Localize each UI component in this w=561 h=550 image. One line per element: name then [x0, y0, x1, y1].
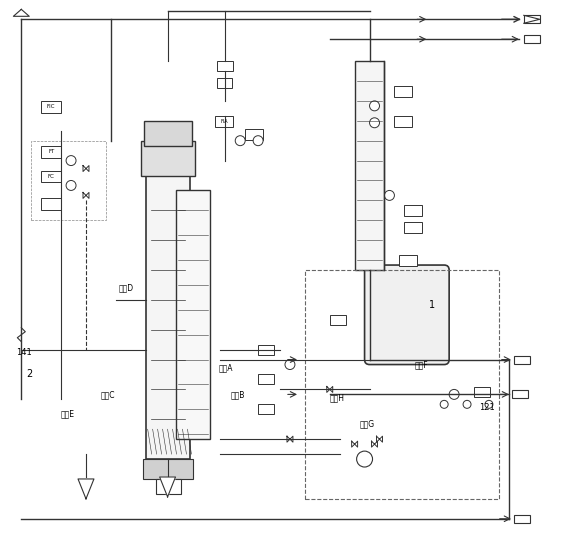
Bar [524, 15, 540, 23]
Bar [217, 61, 233, 71]
Bar [142, 459, 194, 479]
Text: FT: FT [48, 149, 54, 154]
Text: FIC: FIC [47, 104, 56, 109]
Bar [355, 61, 384, 270]
Text: 管道D: 管道D [119, 283, 134, 293]
Text: 管道B: 管道B [230, 390, 245, 399]
Circle shape [463, 400, 471, 408]
Polygon shape [13, 9, 29, 16]
Bar [41, 170, 61, 183]
Bar [215, 116, 233, 126]
Bar [41, 146, 61, 158]
Bar [514, 515, 530, 522]
Circle shape [66, 180, 76, 190]
Bar [176, 190, 210, 439]
Bar [394, 86, 412, 97]
Bar [330, 315, 346, 324]
Text: FC: FC [48, 174, 54, 179]
Polygon shape [78, 479, 94, 499]
Polygon shape [160, 477, 176, 497]
Text: 2: 2 [26, 370, 33, 379]
Text: 141: 141 [16, 348, 32, 357]
Bar [245, 129, 263, 140]
Circle shape [440, 400, 448, 408]
Circle shape [285, 360, 295, 370]
Bar [474, 387, 490, 398]
Text: 管道H: 管道H [330, 393, 345, 402]
Circle shape [370, 101, 379, 111]
Bar [144, 121, 192, 146]
Bar [305, 270, 499, 499]
Text: 管道A: 管道A [218, 363, 233, 372]
Bar [146, 170, 190, 459]
Bar [258, 404, 274, 414]
Text: 管道C: 管道C [101, 390, 116, 399]
Circle shape [357, 451, 373, 467]
Text: 1: 1 [429, 300, 435, 310]
Bar [258, 345, 274, 355]
Circle shape [66, 156, 76, 166]
Bar [155, 479, 181, 494]
Circle shape [384, 190, 394, 200]
Circle shape [370, 118, 379, 128]
Bar [404, 205, 422, 216]
Bar [217, 78, 232, 88]
Bar [404, 222, 422, 233]
Bar [514, 356, 530, 364]
Bar [41, 199, 61, 210]
Bar [512, 390, 528, 398]
Bar [524, 35, 540, 43]
Text: FIA: FIA [220, 119, 228, 124]
Text: 121: 121 [479, 403, 495, 412]
Bar [141, 141, 195, 175]
Bar [258, 375, 274, 384]
Bar [394, 116, 412, 126]
Bar [31, 141, 106, 221]
Text: 管道F: 管道F [415, 360, 428, 369]
Text: 管道G: 管道G [360, 420, 375, 429]
Bar [399, 255, 417, 266]
FancyBboxPatch shape [365, 265, 449, 365]
Circle shape [253, 136, 263, 146]
Text: 管道E: 管道E [61, 410, 75, 419]
Circle shape [449, 389, 459, 399]
Polygon shape [524, 15, 540, 23]
Circle shape [235, 136, 245, 146]
Circle shape [485, 400, 493, 408]
Bar [41, 101, 61, 113]
